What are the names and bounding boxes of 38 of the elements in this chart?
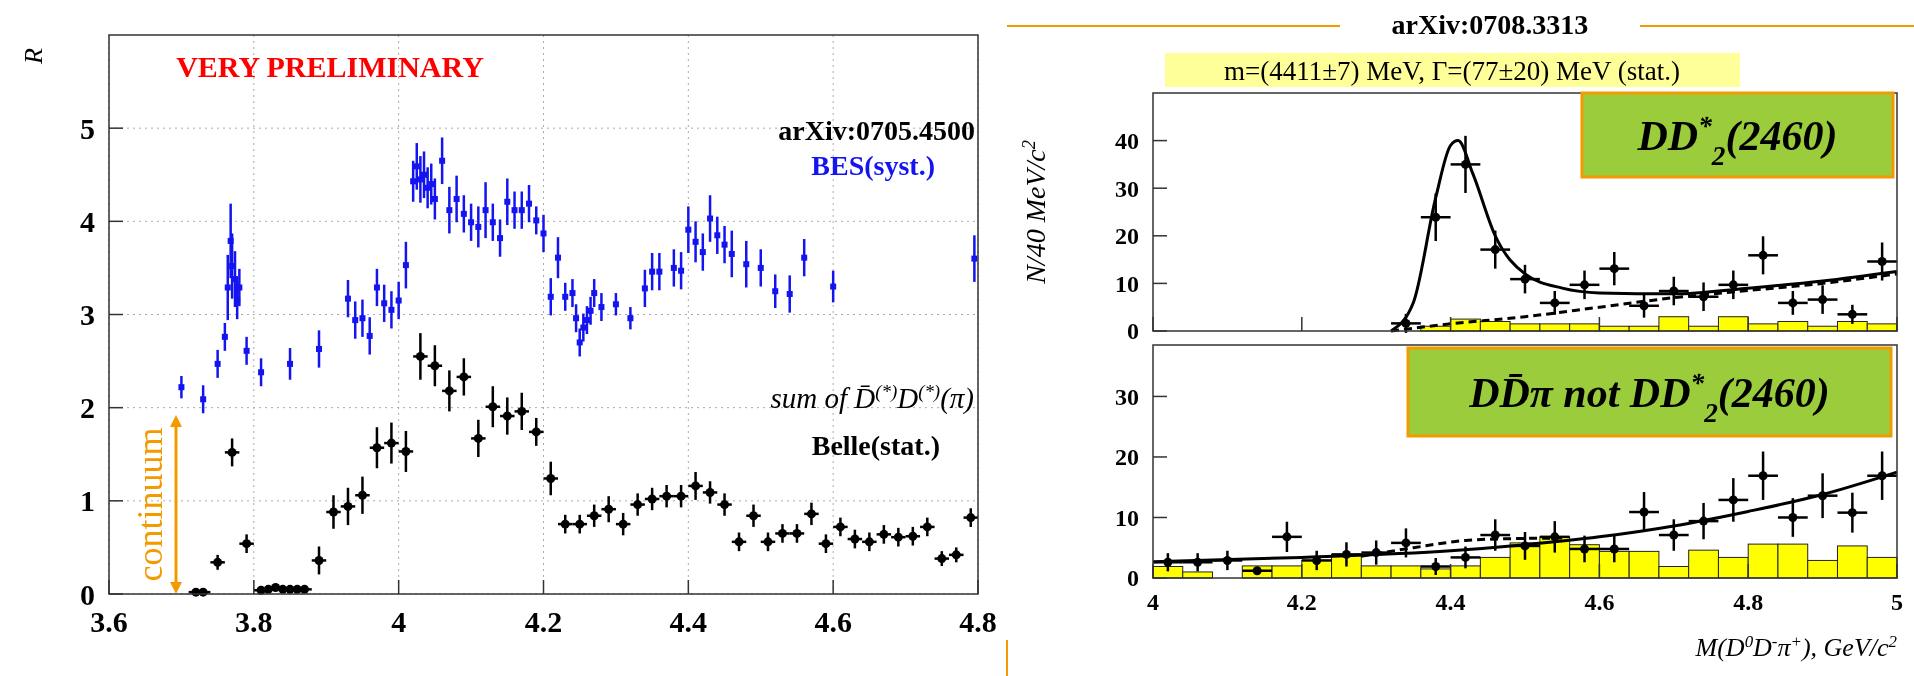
y-tick-label: 2 bbox=[80, 391, 95, 425]
y-tick-label: 0 bbox=[1127, 565, 1139, 592]
x-tick-label: 3.8 bbox=[235, 605, 273, 638]
x-tick-label: 4.8 bbox=[959, 605, 997, 638]
x-axis-title: M(D$^{0}$D$^{-}$π$^{+}$), GeV/c$^{2}$ bbox=[1694, 631, 1898, 662]
x-tick-label: 4 bbox=[391, 605, 407, 638]
annotation: DD$^{*}$$_{2}$(2460) bbox=[1636, 111, 1838, 171]
y-tick-label: 40 bbox=[1115, 128, 1139, 154]
chart-title: arXiv:0708.3313 bbox=[1391, 9, 1589, 40]
annotation: continuum bbox=[130, 427, 170, 582]
y-axis-title: R bbox=[19, 47, 48, 65]
text: BES(syst.) bbox=[811, 150, 935, 181]
y-tick-label: 4 bbox=[80, 204, 95, 238]
y-tick-label: 3 bbox=[80, 298, 95, 331]
x-tick-label: 4.6 bbox=[1584, 589, 1615, 615]
annotation: arXiv:0705.4500 bbox=[778, 115, 975, 146]
annotation: sum of D̄$^{(*)}$D$^{(*)}$(π) bbox=[770, 380, 974, 415]
y-tick-label: 30 bbox=[1115, 383, 1139, 410]
annotation: DD̄π not DD$^{*}$$_{2}$(2460) bbox=[1468, 368, 1830, 428]
y-tick-label: 5 bbox=[80, 111, 95, 145]
y-tick-label: 10 bbox=[1115, 270, 1139, 297]
y-tick-label: 20 bbox=[1115, 223, 1139, 250]
y-tick-label: 20 bbox=[1115, 444, 1139, 471]
text: m=(4411±7) MeV, Γ=(77±20) MeV (stat.) bbox=[1223, 56, 1681, 86]
x-tick-label: 4.2 bbox=[1286, 589, 1317, 615]
x-tick-label: 4.2 bbox=[524, 605, 563, 638]
x-tick-label: 4.4 bbox=[669, 605, 708, 638]
x-tick-label: 4.8 bbox=[1733, 589, 1764, 615]
x-tick-label: 5 bbox=[1891, 589, 1903, 615]
y-tick-label: 1 bbox=[80, 484, 95, 518]
x-tick-label: 4.6 bbox=[814, 605, 852, 638]
series-label: Belle(stat.) bbox=[811, 430, 940, 461]
y-tick-label: 30 bbox=[1115, 175, 1139, 202]
y-tick-label: 10 bbox=[1115, 504, 1139, 531]
x-tick-label: 4.4 bbox=[1435, 589, 1466, 615]
y-tick-label: 0 bbox=[1127, 318, 1139, 345]
x-tick-label: 4 bbox=[1147, 589, 1159, 615]
annotation: VERY PRELIMINARY bbox=[176, 50, 485, 83]
